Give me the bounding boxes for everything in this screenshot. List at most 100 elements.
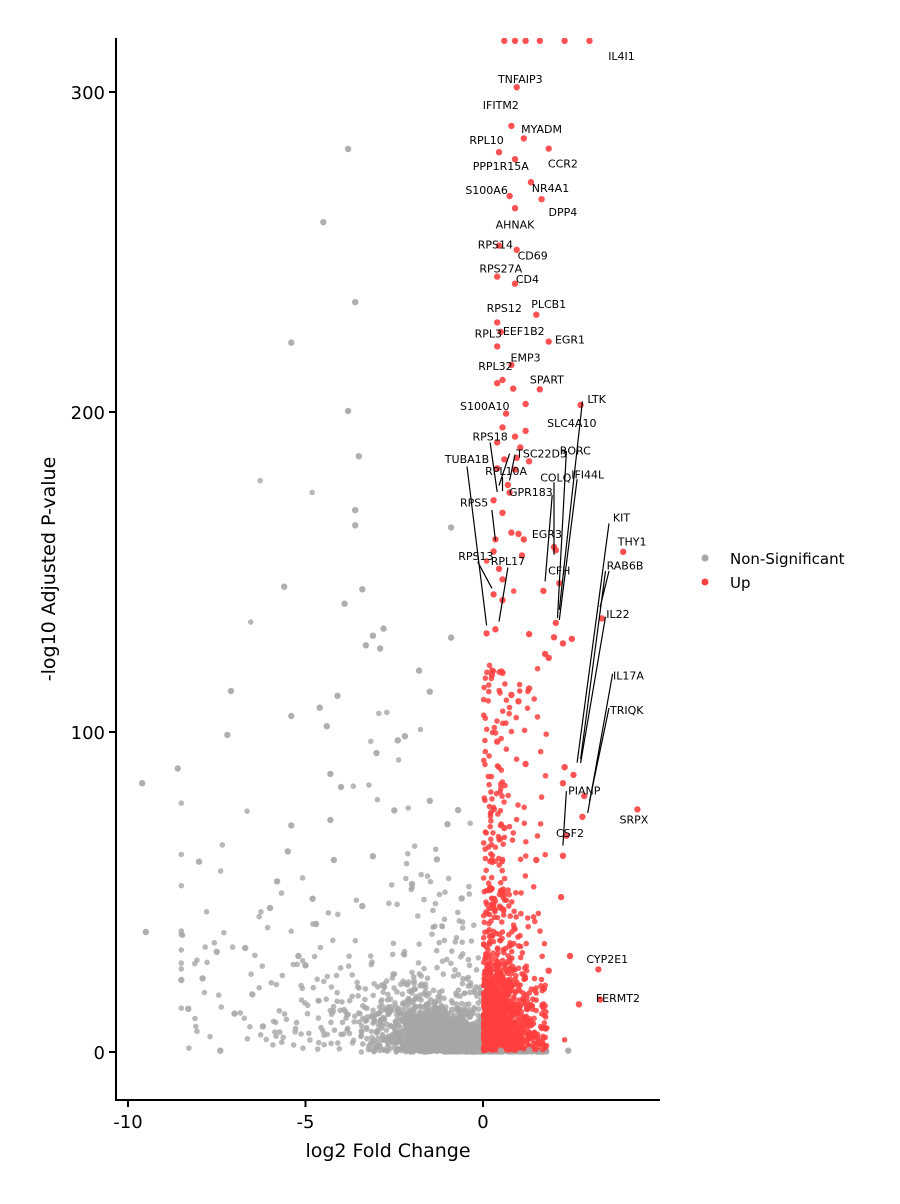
point-non-significant	[352, 1013, 358, 1019]
point-up	[561, 38, 568, 44]
point-up	[515, 698, 522, 705]
point-non-significant	[472, 1047, 480, 1054]
point-non-significant	[346, 953, 352, 959]
point-non-significant	[424, 1022, 430, 1029]
point-non-significant	[247, 619, 254, 625]
point-up	[480, 1047, 487, 1054]
point-non-significant	[199, 975, 206, 982]
point-up	[511, 205, 519, 212]
point-non-significant	[315, 1039, 322, 1046]
point-up	[495, 764, 502, 770]
gene-label-cd4: CD4	[516, 273, 539, 286]
point-up	[505, 792, 512, 799]
point-up	[487, 885, 494, 891]
point-up	[498, 1011, 505, 1017]
point-non-significant	[497, 1047, 504, 1054]
point-up	[512, 1033, 519, 1039]
point-up	[488, 1000, 494, 1006]
point-non-significant	[256, 913, 263, 920]
point-up	[634, 806, 641, 813]
gene-label-eef1b2: EEF1B2	[503, 325, 545, 338]
point-up	[488, 851, 494, 857]
point-up	[487, 982, 494, 988]
point-up	[490, 548, 497, 555]
gene-label-slc4a10: SLC4A10	[547, 417, 596, 430]
point-up	[506, 192, 513, 200]
point-non-significant	[353, 897, 360, 903]
point-non-significant	[321, 1041, 328, 1048]
point-up	[490, 830, 496, 836]
point-non-significant	[394, 901, 400, 908]
point-up	[534, 833, 541, 839]
point-non-significant	[436, 939, 443, 946]
point-non-significant	[203, 909, 210, 915]
point-up	[620, 548, 627, 555]
leader-line	[466, 466, 488, 626]
point-non-significant	[259, 963, 266, 969]
point-non-significant	[288, 712, 295, 720]
point-up	[514, 1044, 520, 1051]
point-up	[494, 343, 501, 350]
legend-marker-non-significant	[701, 554, 709, 562]
point-up	[509, 837, 516, 843]
point-up	[506, 891, 513, 898]
point-up	[506, 710, 512, 717]
point-non-significant	[380, 1014, 387, 1021]
point-up	[482, 846, 489, 852]
point-non-significant	[402, 1004, 409, 1010]
point-non-significant	[459, 925, 466, 931]
point-up	[545, 654, 552, 661]
point-non-significant	[330, 1003, 337, 1010]
point-up	[521, 820, 528, 827]
point-non-significant	[264, 924, 271, 931]
point-non-significant	[335, 911, 341, 918]
point-non-significant	[443, 1028, 449, 1035]
point-up	[490, 497, 497, 504]
legend-marker-up	[701, 578, 709, 586]
point-non-significant	[464, 1020, 470, 1027]
point-non-significant	[298, 997, 305, 1003]
point-up	[488, 773, 495, 780]
point-non-significant	[377, 1043, 383, 1050]
point-non-significant	[433, 856, 441, 863]
point-up	[536, 386, 543, 393]
y-tick-label: 300	[71, 83, 105, 104]
leader-line	[498, 453, 511, 486]
point-up	[480, 840, 487, 846]
point-up	[480, 712, 487, 718]
point-non-significant	[380, 989, 386, 995]
point-up	[488, 841, 495, 848]
y-tick-label: 200	[71, 403, 105, 424]
point-up	[529, 996, 536, 1002]
point-non-significant	[142, 928, 149, 936]
point-non-significant	[249, 991, 256, 998]
point-up	[542, 851, 548, 858]
gene-label-tnfaip3: TNFAIP3	[497, 73, 543, 86]
point-non-significant	[417, 1009, 423, 1016]
point-up	[519, 950, 526, 956]
point-non-significant	[293, 1019, 300, 1026]
point-non-significant	[314, 1046, 321, 1052]
point-non-significant	[422, 981, 429, 987]
point-non-significant	[219, 842, 226, 848]
point-non-significant	[406, 1048, 412, 1054]
point-non-significant	[452, 939, 459, 945]
leader-lines	[466, 401, 614, 846]
point-non-significant	[402, 999, 408, 1005]
point-non-significant	[385, 991, 391, 998]
point-non-significant	[185, 1005, 192, 1012]
background-point-cloud	[178, 477, 568, 1055]
point-non-significant	[339, 999, 345, 1005]
point-up	[491, 1005, 497, 1011]
point-up	[495, 242, 503, 249]
point-non-significant	[406, 988, 413, 994]
point-non-significant	[178, 947, 185, 953]
point-non-significant	[242, 944, 249, 952]
point-non-significant	[283, 1016, 290, 1023]
gene-label-pianp: PIANP	[568, 785, 601, 798]
point-up	[498, 785, 504, 792]
point-non-significant	[215, 992, 222, 998]
point-non-significant	[393, 1011, 400, 1018]
point-non-significant	[385, 1011, 392, 1017]
point-non-significant	[221, 929, 227, 936]
